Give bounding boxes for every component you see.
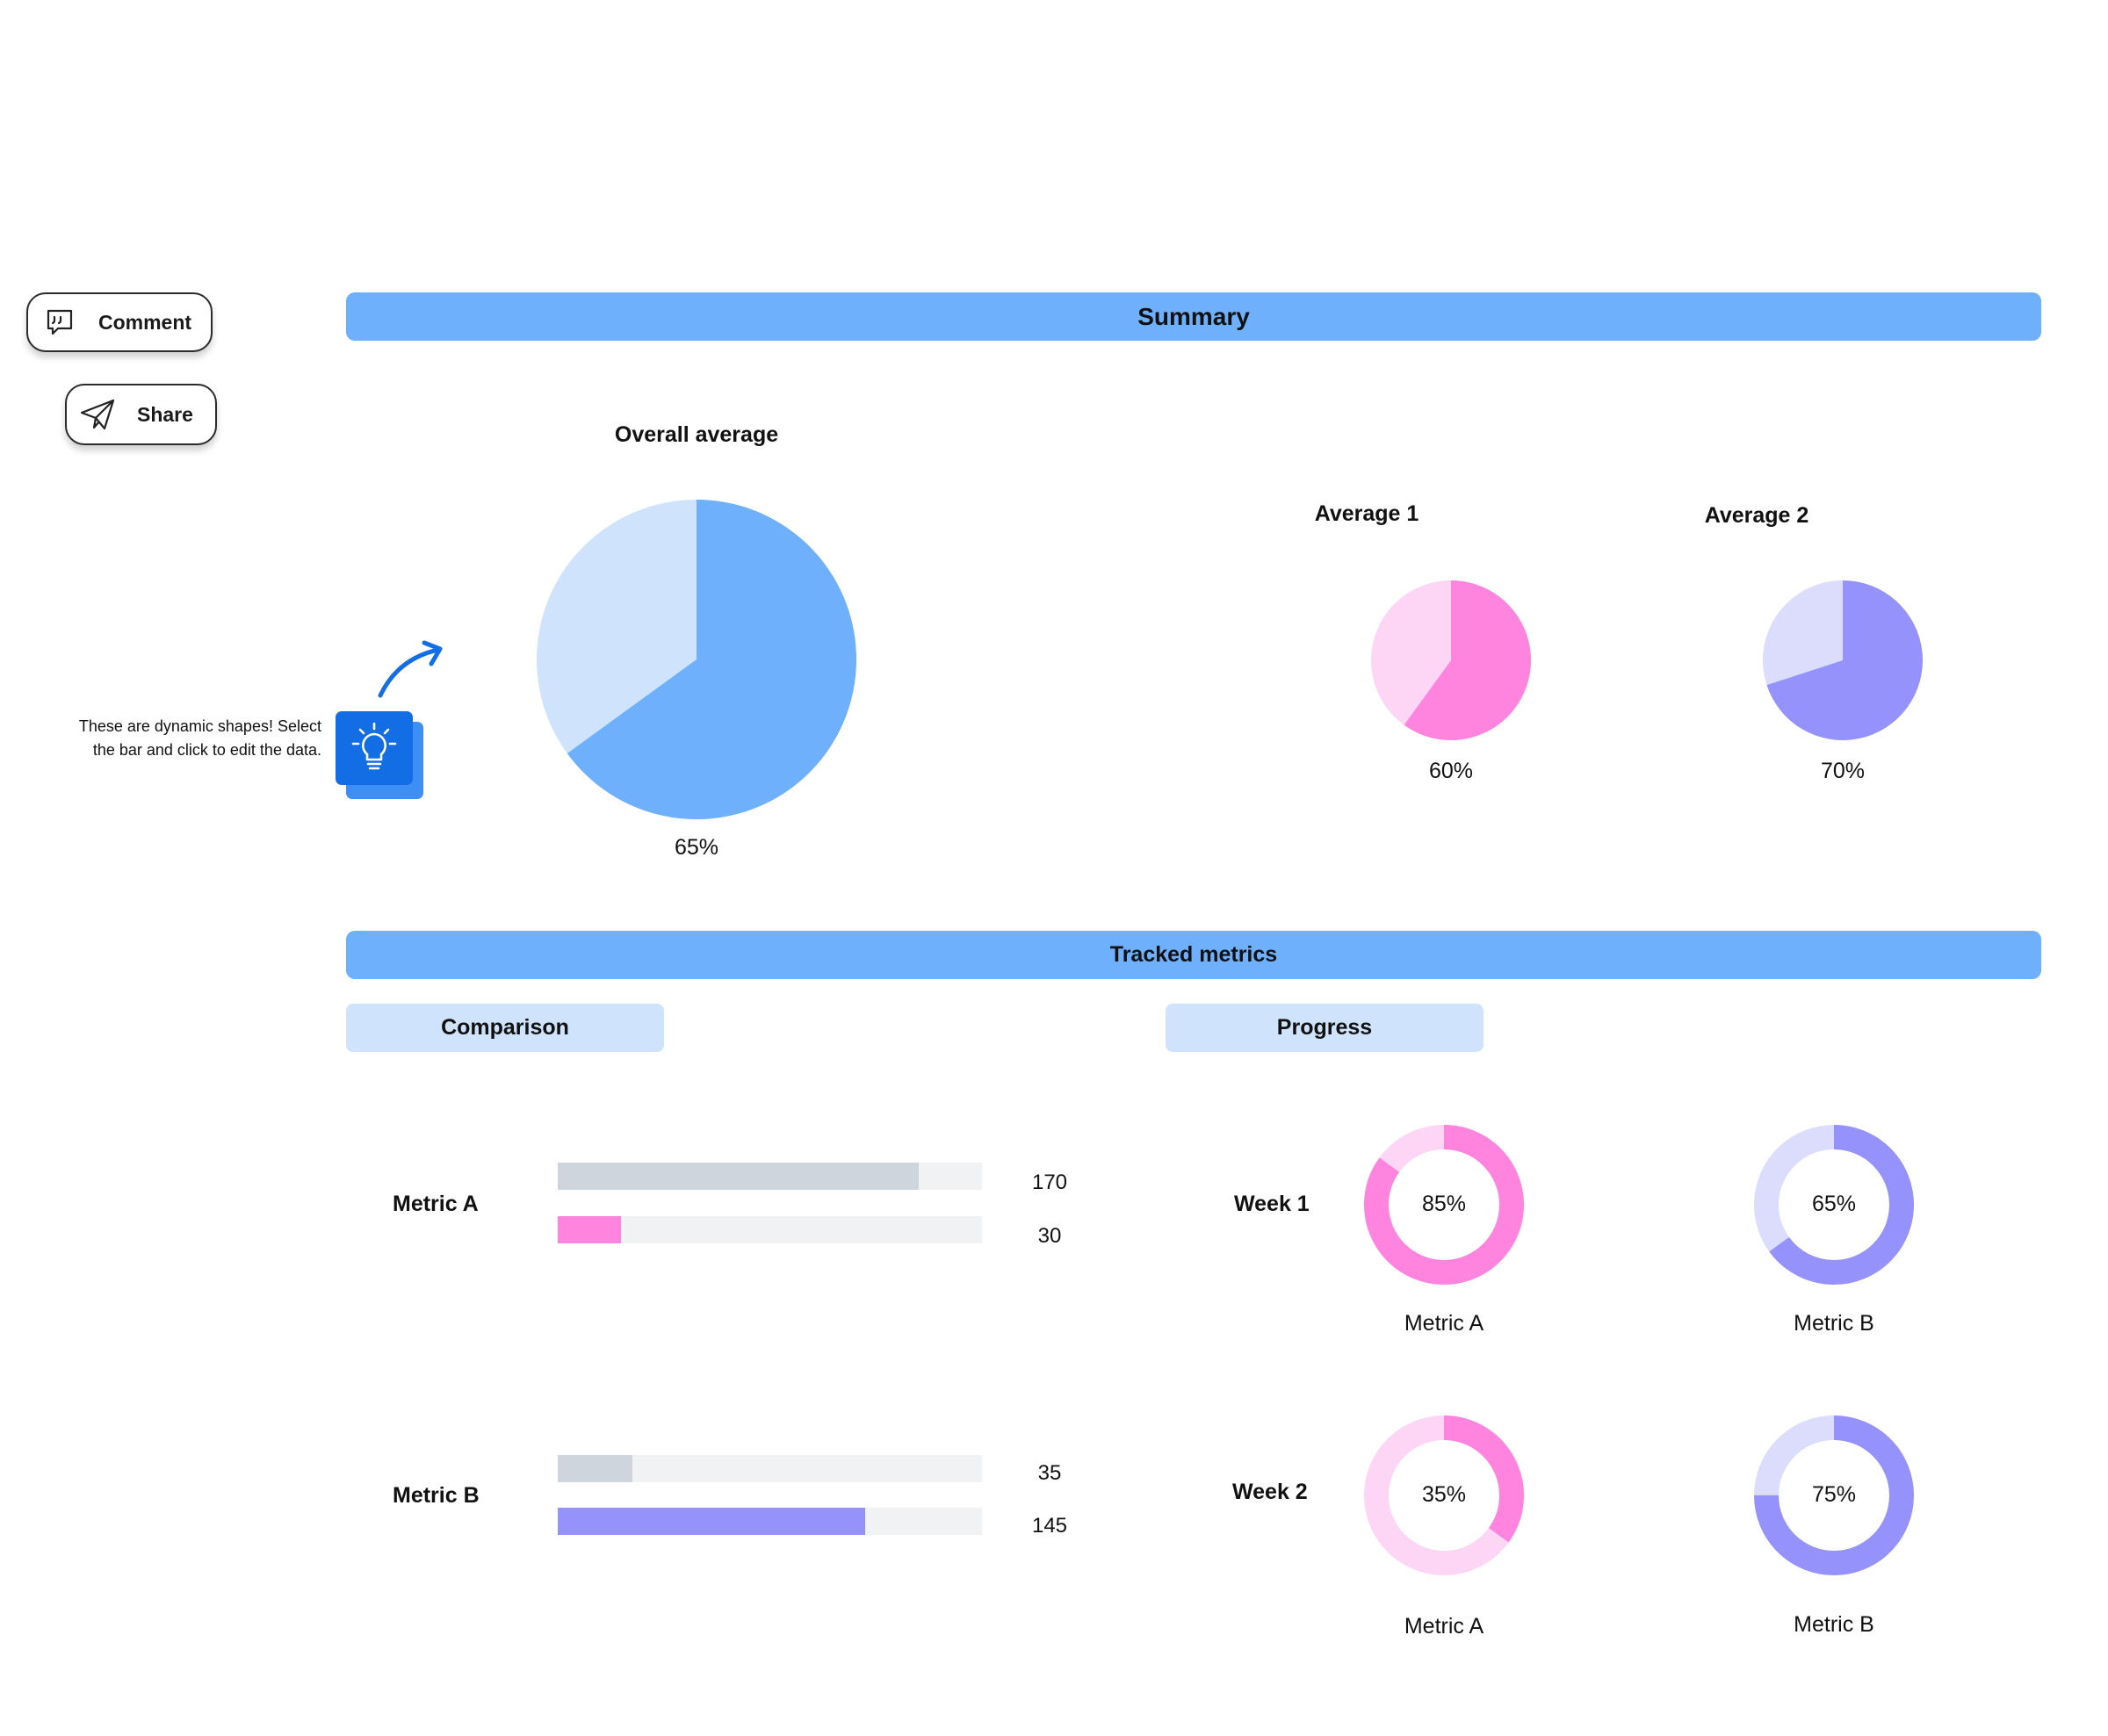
tab-comparison[interactable]: Comparison [346,1004,664,1052]
lightbulb-tip-card[interactable] [336,711,423,799]
overall-average-title: Overall average [614,422,779,447]
pie-remainder-slice [1371,580,1451,725]
overall-average-value-label: 65% [674,835,719,860]
lightbulb-icon [348,720,401,781]
average-1-value-label: 60% [1428,759,1474,783]
week-2-metric-b-caption: Metric B [1794,1612,1874,1637]
pie-value-slice [1404,580,1531,740]
average-2-value-label: 70% [1820,759,1866,783]
paper-plane-icon [79,398,116,431]
tracked-metrics-header: Tracked metrics [346,931,2041,979]
summary-header-label: Summary [1137,302,1250,330]
metric-a-row-label: Metric A [393,1192,479,1216]
week-2-metric-a-caption: Metric A [1404,1614,1484,1639]
pie-value-slice [1766,580,1923,740]
average-2-title: Average 2 [1704,503,1809,528]
week-1-row-label: Week 1 [1234,1192,1310,1216]
comment-icon [44,306,76,338]
week-2-metric-a-value: 35% [1421,1482,1467,1507]
tab-progress-label: Progress [1276,1015,1373,1040]
tab-progress[interactable]: Progress [1166,1004,1484,1052]
metric-a-bar-2[interactable] [558,1216,622,1243]
metric-a-bar-2-track [558,1216,982,1243]
donut-value-arc [1754,1125,1914,1285]
week-2-metric-b-value: 75% [1811,1482,1857,1507]
week-1-metric-a-caption: Metric A [1404,1311,1484,1336]
tab-comparison-label: Comparison [441,1015,569,1040]
metric-b-row-label: Metric B [393,1483,480,1508]
week-1-metric-a-value: 85% [1421,1192,1467,1216]
metric-b-bar-1[interactable] [558,1455,632,1482]
tip-text-line-1: These are dynamic shapes! Select [78,717,321,735]
metric-b-bar-1-track [558,1455,982,1482]
metric-b-bar-1-value: 35 [1037,1461,1062,1485]
metric-a-bar-2-value: 30 [1037,1224,1062,1248]
donut-value-arc [1754,1415,1914,1575]
tip-text: These are dynamic shapes! Select the bar… [18,715,321,762]
overall-average-pie[interactable] [537,500,856,819]
average-1-title: Average 1 [1314,501,1419,526]
week-1-metric-b-caption: Metric B [1794,1311,1874,1336]
summary-header: Summary [346,292,2041,341]
average-1-pie[interactable] [1371,580,1531,740]
comment-button[interactable]: Comment [26,292,213,352]
tip-text-line-2: the bar and click to edit the data. [92,741,321,759]
week-2-metric-a-donut[interactable] [1364,1415,1524,1575]
share-button-label: Share [137,402,193,426]
metric-b-bar-2-track [558,1508,982,1535]
pie-value-slice [567,500,856,819]
average-2-pie[interactable] [1763,580,1923,740]
week-1-metric-b-value: 65% [1811,1192,1857,1216]
comment-button-label: Comment [98,310,192,334]
pie-remainder-slice [1763,580,1843,686]
donut-value-arc [1364,1125,1524,1285]
metric-a-bar-1-value: 170 [1031,1171,1068,1194]
curved-arrow-icon [373,634,444,705]
share-button[interactable]: Share [65,384,217,445]
donut-value-arc [1364,1415,1524,1575]
metric-b-bar-2-value: 145 [1031,1514,1068,1538]
week-1-metric-a-donut[interactable] [1364,1125,1524,1285]
week-2-metric-b-donut[interactable] [1754,1415,1914,1575]
week-2-row-label: Week 2 [1232,1480,1308,1504]
metric-a-bar-1[interactable] [558,1163,919,1190]
tracked-metrics-header-label: Tracked metrics [1109,942,1278,967]
metric-a-bar-1-track [558,1163,982,1190]
metric-b-bar-2[interactable] [558,1508,866,1535]
week-1-metric-b-donut[interactable] [1754,1125,1914,1285]
pie-remainder-slice [537,500,697,753]
